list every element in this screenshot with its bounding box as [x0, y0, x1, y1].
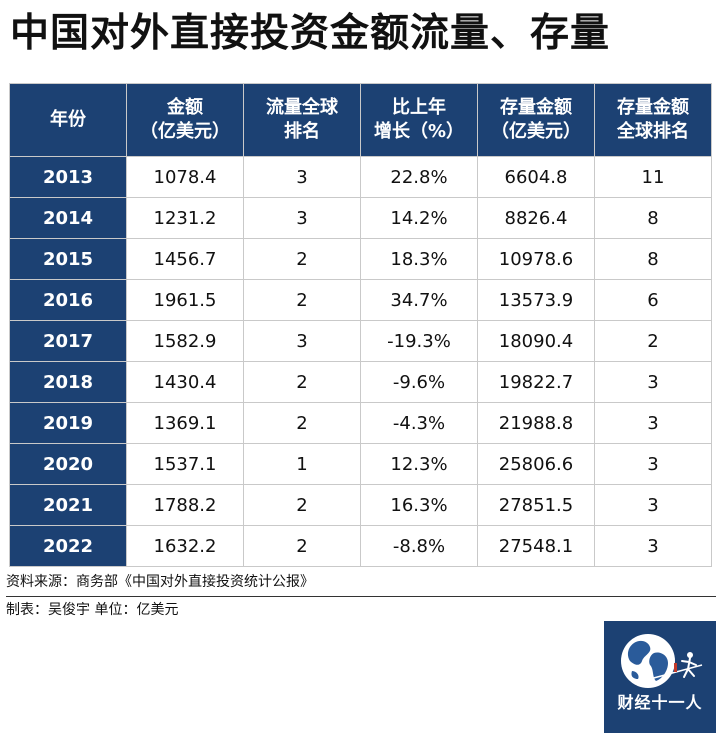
table-cell: 27548.1: [477, 525, 595, 567]
column-header-line: 年份: [50, 109, 86, 130]
table-cell: -8.8%: [360, 525, 478, 567]
table-cell: 1632.2: [126, 525, 244, 567]
investment-table: 年份 金额 （亿美元） 流量全球 排名 比上年 增长（%） 存量金额 （亿美元） 存量金额 全球排名…: [9, 83, 712, 567]
year-cell: 2017: [9, 320, 127, 362]
column-header: 金额 （亿美元）: [126, 83, 244, 157]
table-cell: 25806.6: [477, 443, 595, 485]
table-cell: 10978.6: [477, 238, 595, 280]
page-title: 中国对外直接投资金额流量、存量: [10, 11, 611, 56]
year-cell: 2013: [9, 156, 127, 198]
source-note: 资料来源：商务部《中国对外直接投资统计公报》: [6, 574, 314, 590]
table-cell: 3: [243, 156, 361, 198]
column-header-line: 存量金额: [617, 97, 689, 118]
table-row: 2022 1632.2 2 -8.8% 27548.1 3: [9, 525, 712, 567]
year-cell: 2021: [9, 484, 127, 526]
table-cell: 1961.5: [126, 279, 244, 321]
table-cell: 1231.2: [126, 197, 244, 239]
table-row: 2013 1078.4 3 22.8% 6604.8 11: [9, 156, 712, 198]
table-cell: 2: [243, 484, 361, 526]
year-cell: 2016: [9, 279, 127, 321]
column-header: 年份: [9, 83, 127, 157]
table-header: 年份 金额 （亿美元） 流量全球 排名 比上年 增长（%） 存量金额 （亿美元） 存量金额 全球排名: [9, 83, 712, 157]
table-cell: 8: [594, 238, 712, 280]
table-cell: 1430.4: [126, 361, 244, 403]
table-cell: 11: [594, 156, 712, 198]
table-cell: 1537.1: [126, 443, 244, 485]
table-cell: 2: [243, 525, 361, 567]
table-cell: 6: [594, 279, 712, 321]
year-cell: 2014: [9, 197, 127, 239]
table-cell: 22.8%: [360, 156, 478, 198]
table-cell: -9.6%: [360, 361, 478, 403]
column-header: 存量金额 （亿美元）: [477, 83, 595, 157]
column-header-line: 存量金额: [500, 97, 572, 118]
table-cell: 18090.4: [477, 320, 595, 362]
table-cell: 12.3%: [360, 443, 478, 485]
header-row: 年份 金额 （亿美元） 流量全球 排名 比上年 增长（%） 存量金额 （亿美元） 存量金额 全球排名: [9, 83, 712, 157]
year-cell: 2019: [9, 402, 127, 444]
table-cell: 3: [594, 484, 712, 526]
table-cell: 8: [594, 197, 712, 239]
table-row: 2021 1788.2 2 16.3% 27851.5 3: [9, 484, 712, 526]
table-cell: 27851.5: [477, 484, 595, 526]
table-row: 2020 1537.1 1 12.3% 25806.6 3: [9, 443, 712, 485]
table-cell: 8826.4: [477, 197, 595, 239]
logo-text: 财经十一人: [617, 693, 703, 712]
year-cell: 2018: [9, 361, 127, 403]
table-cell: 1078.4: [126, 156, 244, 198]
table-cell: 3: [594, 525, 712, 567]
table-cell: 2: [243, 238, 361, 280]
column-header: 流量全球 排名: [243, 83, 361, 157]
table-cell: 2: [243, 361, 361, 403]
table-cell: 34.7%: [360, 279, 478, 321]
year-cell: 2020: [9, 443, 127, 485]
table-row: 2018 1430.4 2 -9.6% 19822.7 3: [9, 361, 712, 403]
brand-logo: 财经十一人: [604, 621, 716, 733]
table-cell: 13573.9: [477, 279, 595, 321]
table-cell: 2: [243, 279, 361, 321]
column-header: 存量金额 全球排名: [594, 83, 712, 157]
table-body: 2013 1078.4 3 22.8% 6604.8 11 2014 1231.2 3 14.2%…: [9, 156, 712, 567]
table-cell: 1369.1: [126, 402, 244, 444]
table-cell: 2: [243, 402, 361, 444]
table-cell: 1456.7: [126, 238, 244, 280]
table-cell: 3: [594, 443, 712, 485]
table-cell: 6604.8: [477, 156, 595, 198]
table-row: 2016 1961.5 2 34.7% 13573.9 6: [9, 279, 712, 321]
table-cell: 21988.8: [477, 402, 595, 444]
year-cell: 2015: [9, 238, 127, 280]
column-header-line: （亿美元）: [491, 121, 581, 142]
table-cell: 19822.7: [477, 361, 595, 403]
table-row: 2014 1231.2 3 14.2% 8826.4 8: [9, 197, 712, 239]
table-row: 2017 1582.9 3 -19.3% 18090.4 2: [9, 320, 712, 362]
table-cell: 3: [243, 197, 361, 239]
table-cell: 16.3%: [360, 484, 478, 526]
year-cell: 2022: [9, 525, 127, 567]
table-cell: 14.2%: [360, 197, 478, 239]
table-cell: 3: [594, 402, 712, 444]
column-header-line: 比上年: [392, 97, 446, 118]
table-row: 2019 1369.1 2 -4.3% 21988.8 3: [9, 402, 712, 444]
globe-and-figure-icon: [621, 634, 703, 688]
column-header-line: 流量全球: [266, 97, 338, 118]
column-header-line: （亿美元）: [140, 121, 230, 142]
table-cell: 1788.2: [126, 484, 244, 526]
table-cell: 1: [243, 443, 361, 485]
table-cell: -4.3%: [360, 402, 478, 444]
table-cell: 3: [594, 361, 712, 403]
table-cell: 3: [243, 320, 361, 362]
column-header-line: 全球排名: [617, 121, 689, 142]
table-cell: -19.3%: [360, 320, 478, 362]
table-cell: 2: [594, 320, 712, 362]
footer-divider: [6, 596, 716, 597]
table-row: 2015 1456.7 2 18.3% 10978.6 8: [9, 238, 712, 280]
table-cell: 1582.9: [126, 320, 244, 362]
column-header-line: 金额: [167, 97, 203, 118]
table-cell: 18.3%: [360, 238, 478, 280]
column-header: 比上年增长（%）: [360, 83, 478, 157]
column-header-line: 排名: [284, 121, 320, 142]
column-header-line: 增长（%）: [373, 121, 465, 142]
maker-note: 制表：吴俊宇 单位：亿美元: [6, 602, 179, 618]
